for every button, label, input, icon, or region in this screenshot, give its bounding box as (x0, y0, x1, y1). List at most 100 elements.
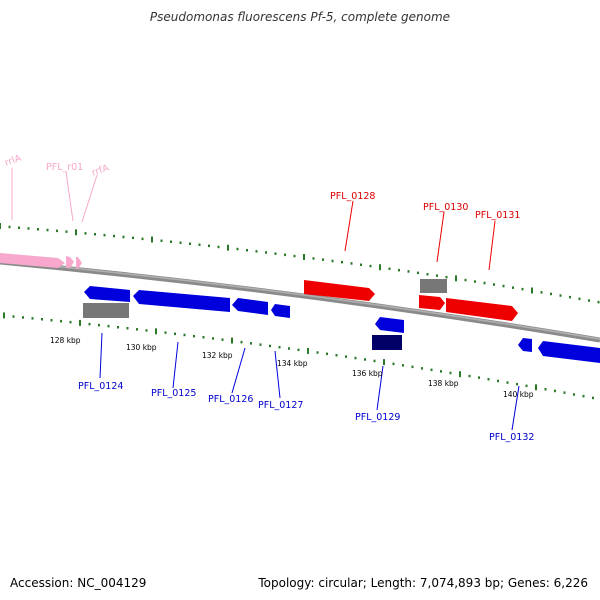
label-pfl-r01: PFL_r01 (46, 162, 83, 173)
major-tick (383, 359, 385, 366)
major-tick (303, 254, 305, 260)
minor-tick (544, 388, 547, 391)
plus-strand-genes[interactable] (304, 279, 518, 321)
bottom-labels: PFL_0124 PFL_0125 PFL_0126 PFL_0127 PFL_… (78, 381, 534, 443)
minor-tick (145, 329, 148, 332)
pfl-0128-gene (304, 280, 375, 301)
label-pfl-0128: PFL_0128 (330, 191, 375, 202)
minor-tick (497, 379, 499, 383)
minor-tick (189, 242, 191, 245)
major-tick (155, 328, 157, 335)
minor-tick (37, 228, 39, 231)
pfl-0129-gene (375, 317, 404, 333)
minor-tick (60, 319, 62, 323)
minor-tick (350, 262, 353, 265)
minor-tick (293, 254, 296, 258)
major-tick (231, 337, 233, 344)
pfl-0124-pseudo (83, 303, 129, 318)
major-tick (379, 264, 381, 271)
minor-tick (56, 229, 58, 233)
minor-tick (107, 324, 110, 328)
major-tick (3, 312, 5, 319)
minor-tick (559, 294, 562, 297)
pfl-r01-feature (66, 256, 74, 268)
minor-tick (440, 370, 442, 373)
minor-tick (512, 286, 514, 289)
minor-tick (113, 234, 115, 238)
minor-tick (170, 240, 172, 243)
minor-tick (388, 267, 391, 270)
minor-tick (126, 327, 129, 330)
minor-tick (94, 233, 96, 236)
label-pfl-0126: PFL_0126 (208, 394, 253, 405)
minor-tick (160, 239, 163, 242)
minor-tick (597, 300, 600, 304)
rna-features[interactable] (0, 253, 82, 269)
major-tick (227, 244, 229, 251)
minor-tick (430, 368, 433, 372)
major-tick (307, 347, 309, 354)
minor-tick (392, 362, 395, 366)
minus-strand-genes[interactable] (83, 286, 600, 363)
scale-label: 128 kbp (50, 336, 81, 345)
minor-tick (193, 334, 195, 338)
minor-tick (521, 287, 524, 291)
scale-label: 138 kbp (428, 379, 459, 388)
minor-tick (464, 278, 467, 282)
minor-tick (12, 315, 15, 318)
minor-tick (426, 273, 429, 276)
minor-tick (265, 251, 267, 254)
minor-tick (592, 396, 594, 400)
minor-tick (436, 274, 438, 277)
minor-tick (373, 359, 376, 363)
major-tick (79, 319, 81, 326)
minor-tick (269, 344, 271, 348)
minor-tick (554, 389, 556, 393)
scale-label: 132 kbp (202, 351, 233, 360)
minor-tick (478, 376, 480, 379)
minor-tick (22, 316, 24, 319)
minor-tick (335, 354, 338, 357)
pfl-0132-gene (538, 341, 600, 363)
minor-tick (221, 338, 224, 341)
top-labels: rrlA PFL_r01 rrfA PFL_0128 PFL_0130 PFL_… (3, 153, 520, 221)
label-pfl-0124: PFL_0124 (78, 381, 123, 392)
minor-tick (27, 227, 30, 230)
scale-label: 140 kbp (503, 390, 534, 399)
minor-tick (65, 230, 68, 233)
major-tick (0, 223, 1, 229)
minor-tick (468, 374, 471, 378)
minor-tick (217, 245, 220, 249)
pfl-0124-gene (84, 286, 130, 302)
scale-labels: 128 kbp 130 kbp 132 kbp 134 kbp 136 kbp … (50, 336, 534, 399)
label-pfl-0127: PFL_0127 (258, 400, 303, 411)
minor-tick (208, 244, 210, 248)
minor-tick (255, 250, 258, 253)
minor-tick (449, 371, 452, 375)
minor-tick (117, 326, 119, 329)
pfl-0127-gene (271, 304, 290, 318)
major-tick (535, 384, 537, 391)
minor-tick (98, 323, 100, 327)
minor-tick (493, 283, 495, 286)
minor-tick (354, 356, 357, 360)
rrfa-feature (76, 257, 82, 269)
minor-tick (88, 322, 91, 326)
minor-tick (132, 236, 134, 240)
minor-tick (369, 264, 372, 268)
minor-tick (198, 243, 201, 246)
genome-backbone (0, 259, 600, 343)
minor-tick (407, 270, 410, 273)
minor-tick (322, 258, 324, 261)
minor-tick (18, 226, 20, 229)
minor-tick (331, 259, 334, 263)
label-rrfa: rrfA (90, 162, 111, 178)
minor-tick (417, 271, 419, 275)
minor-tick (288, 347, 290, 350)
minor-tick (550, 292, 552, 296)
minor-tick (360, 263, 362, 266)
minor-tick (41, 318, 43, 321)
label-pfl-0129: PFL_0129 (355, 412, 400, 423)
minor-tick (487, 378, 490, 381)
